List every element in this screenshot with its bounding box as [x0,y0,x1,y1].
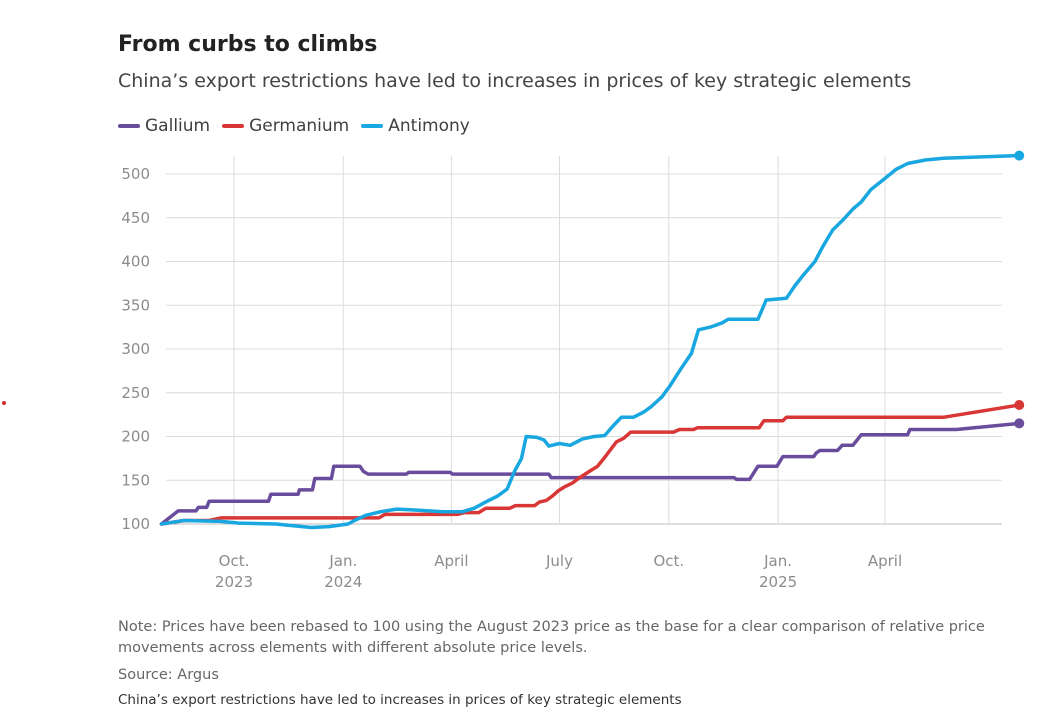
chart-source: Source: Argus [118,667,219,683]
x-tick-label-6-0: April [868,552,902,570]
edge-marker-dot [2,401,6,405]
y-tick-label-100: 100 [121,515,150,533]
x-tick-label-5-1: 2025 [759,573,797,591]
x-tick-label-2-0: April [434,552,468,570]
legend-swatch-gallium [118,124,140,128]
legend: Gallium Germanium Antimony [118,116,482,136]
chart-caption: China’s export restrictions have led to … [118,692,682,708]
legend-swatch-germanium [222,124,245,128]
chart-title: From curbs to climbs [118,32,378,57]
x-tick-label-1-0: Jan. [328,552,357,570]
series-line-germanium [159,403,1021,526]
series-end-point-gallium [1014,418,1025,429]
x-tick-label-0-1: 2023 [215,573,253,591]
y-tick-label-450: 450 [121,209,150,227]
grid-layer [166,156,1002,525]
series-end-point-antimony [1014,150,1025,161]
series-layer [159,150,1025,530]
legend-label-germanium: Germanium [249,116,350,136]
x-tick-label-5-0: Jan. [763,552,792,570]
y-tick-label-150: 150 [121,471,150,489]
y-tick-label-200: 200 [121,428,150,446]
legend-item-germanium: Germanium [222,116,349,136]
legend-label-gallium: Gallium [145,116,211,136]
chart-subtitle: China’s export restrictions have led to … [118,70,912,92]
series-line-antimony [159,153,1021,530]
x-tick-label-0-0: Oct. [219,552,250,570]
series-line-gallium [159,421,1021,526]
y-tick-label-300: 300 [121,340,150,358]
chart-note: Note: Prices have been rebased to 100 us… [118,619,985,656]
legend-label-antimony: Antimony [388,116,470,136]
y-tick-label-500: 500 [121,165,150,183]
legend-item-antimony: Antimony [361,116,470,136]
legend-swatch-antimony [361,124,384,128]
x-tick-label-4-0: Oct. [653,552,684,570]
axis-layer: 100 150 200 250 300 350 400 450 500 Oct. 2023 Jan. 2… [121,165,902,591]
y-tick-label-400: 400 [121,253,150,271]
legend-item-gallium: Gallium [118,116,210,136]
y-tick-label-250: 250 [121,384,150,402]
x-tick-label-1-1: 2024 [324,573,362,591]
x-tick-label-3-0: July [545,552,573,570]
y-tick-label-350: 350 [121,296,150,314]
series-end-point-germanium [1014,400,1025,410]
